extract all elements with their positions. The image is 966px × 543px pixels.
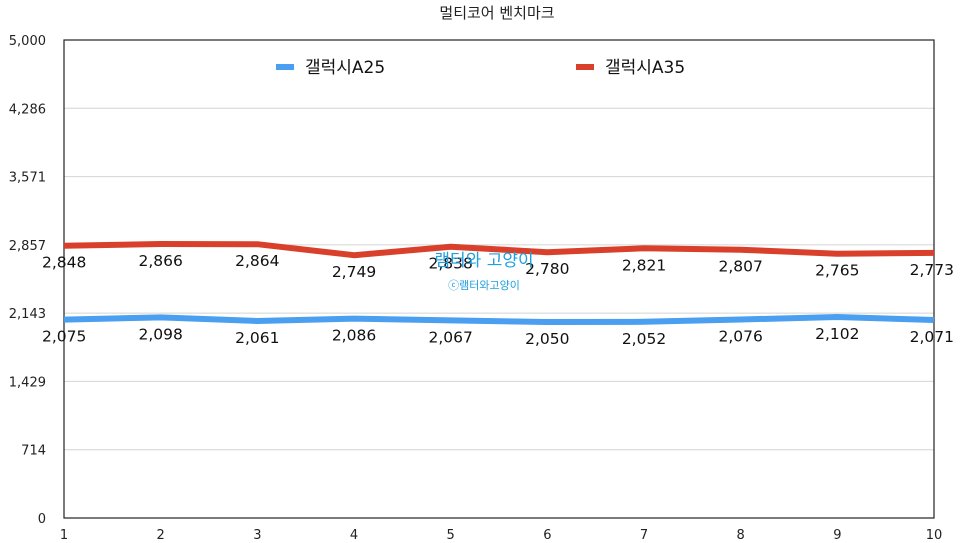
chart-title: 멀티코어 벤치마크 [439, 4, 554, 22]
x-tick-label: 4 [350, 528, 358, 543]
y-tick-label: 4,286 [9, 102, 46, 117]
x-tick-label: 10 [926, 528, 943, 543]
series-line-1 [63, 314, 935, 325]
data-label: 2,765 [815, 262, 859, 280]
y-tick-label: 3,571 [9, 171, 46, 186]
series-line-2 [63, 241, 935, 259]
y-tick-label: 0 [38, 512, 46, 527]
x-tick-label: 1 [60, 528, 68, 543]
data-label: 2,749 [332, 263, 376, 281]
legend: 갤럭시A25 갤럭시A35 [276, 58, 685, 78]
y-tick-label: 2,143 [9, 307, 46, 322]
watermark-main: 램터와 고양이 [434, 251, 533, 271]
data-label: 2,773 [910, 261, 954, 279]
data-label: 2,821 [622, 256, 666, 274]
data-label: 2,086 [332, 327, 376, 345]
x-tick-label: 8 [737, 528, 745, 543]
x-tick-label: 9 [833, 528, 841, 543]
data-labels: 2,075 2,098 2,061 2,086 2,067 2,050 2,052 2,076… [42, 252, 954, 348]
watermark: 램터와 고양이 ⓒ램터와고양이 [434, 251, 533, 292]
y-tick-label: 2,857 [9, 239, 46, 254]
data-label: 2,076 [718, 328, 762, 346]
y-tick-label: 5,000 [9, 34, 46, 49]
data-label: 2,050 [525, 330, 569, 348]
series-lines [63, 241, 935, 325]
data-label: 2,866 [138, 252, 182, 270]
legend-label: 갤럭시A35 [605, 58, 685, 78]
data-label: 2,838 [428, 255, 472, 273]
x-tick-label: 2 [157, 528, 165, 543]
x-tick-label: 7 [640, 528, 648, 543]
data-label: 2,848 [42, 254, 86, 272]
data-label: 2,052 [622, 330, 666, 348]
x-axis-ticks: 1 2 3 4 5 6 7 8 9 10 [60, 528, 942, 543]
data-label: 2,067 [428, 328, 472, 346]
data-label: 2,071 [910, 328, 954, 346]
data-label: 2,075 [42, 328, 86, 346]
data-label: 2,061 [235, 329, 279, 347]
y-tick-label: 1,429 [9, 375, 46, 390]
plot-frame [63, 39, 935, 519]
x-tick-label: 6 [543, 528, 551, 543]
x-tick-label: 5 [447, 528, 455, 543]
data-label: 2,098 [138, 325, 182, 343]
data-label: 2,102 [815, 325, 859, 343]
data-label: 2,864 [235, 252, 279, 270]
watermark-sub: ⓒ램터와고양이 [448, 279, 520, 292]
legend-label: 갤럭시A25 [305, 58, 385, 78]
x-tick-label: 3 [253, 528, 261, 543]
data-label: 2,780 [525, 260, 569, 278]
y-axis-ticks: 0 714 1,429 2,143 2,857 3,571 4,286 5,000 [9, 34, 46, 527]
y-tick-label: 714 [21, 444, 46, 459]
data-label: 2,807 [718, 258, 762, 276]
